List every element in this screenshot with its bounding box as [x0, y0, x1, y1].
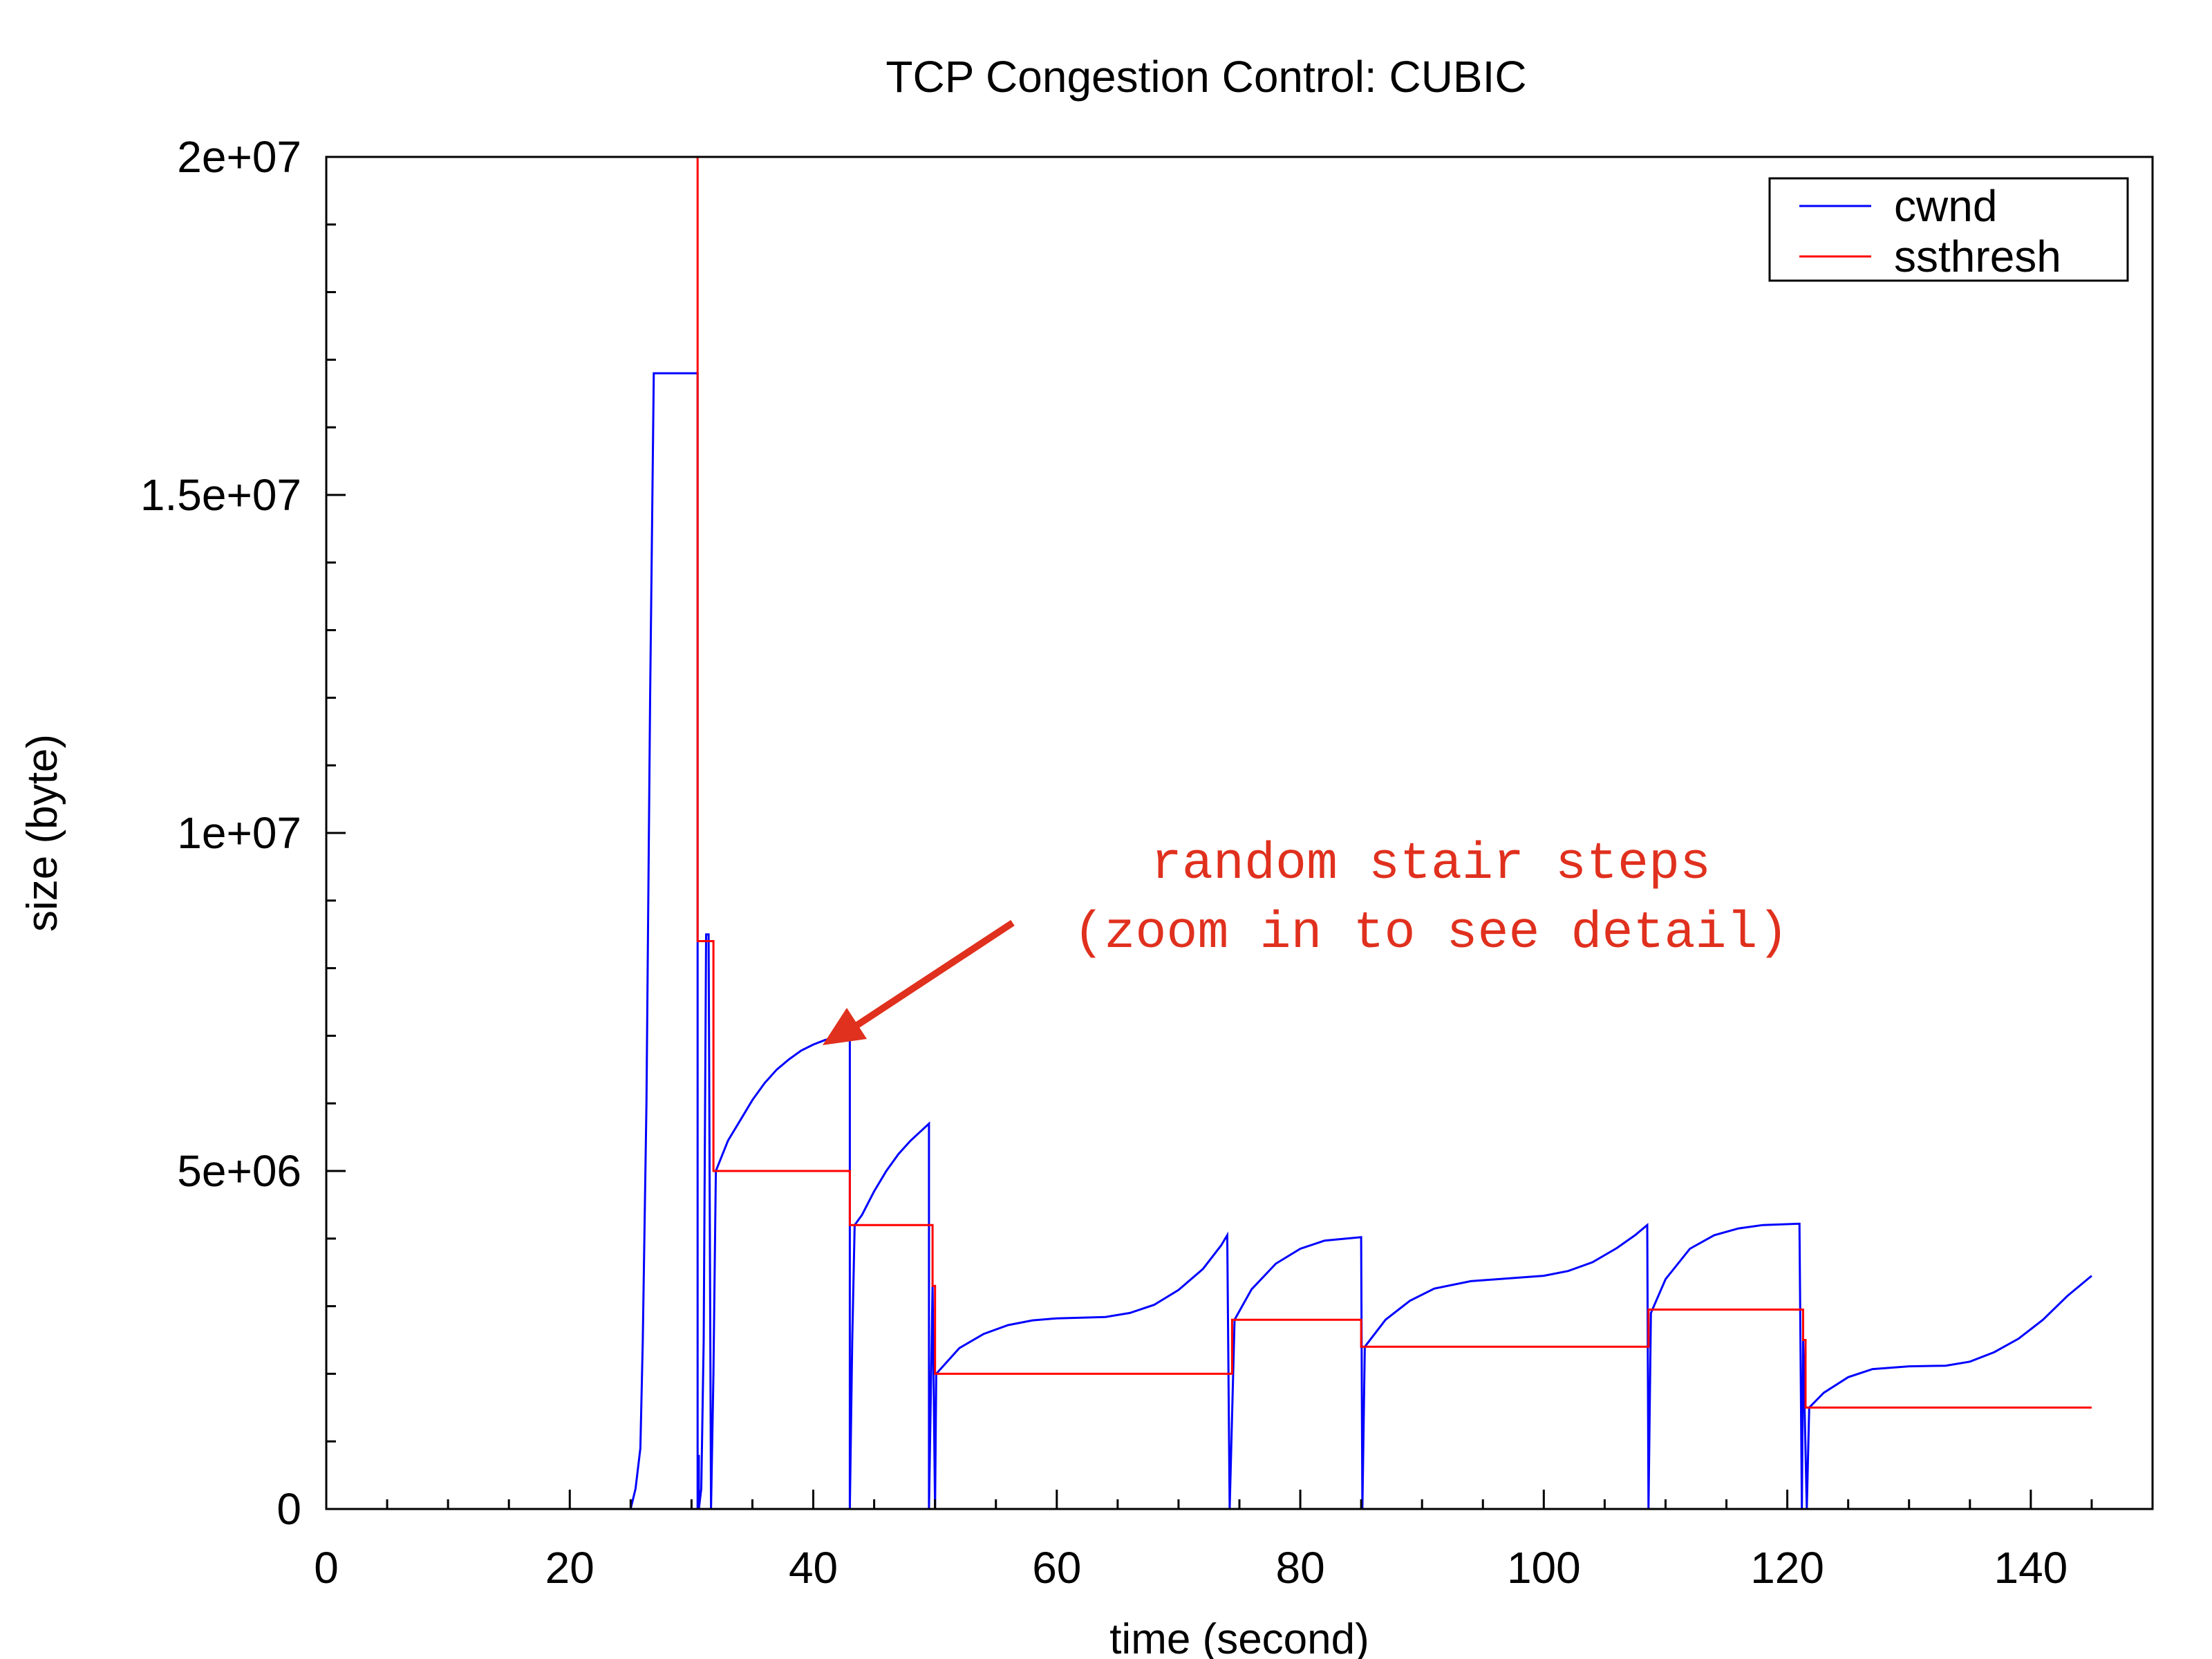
- plot-frame: [325, 156, 2154, 1510]
- y-tick-label: 1e+07: [177, 808, 301, 858]
- legend-label-ssthresh: ssthresh: [1894, 232, 2061, 281]
- series-line-cwnd: [326, 372, 2092, 1510]
- annotation-text-line-1: random stair steps: [1151, 835, 1711, 894]
- annotation-arrow-shaft: [855, 919, 1015, 1029]
- annotation-arrow-head: [823, 1008, 867, 1045]
- y-axis-label: size (byte): [19, 734, 66, 932]
- x-tick-label: 120: [1750, 1543, 1824, 1593]
- y-tick-label: 1.5e+07: [140, 470, 301, 520]
- legend: cwnd ssthresh: [1768, 177, 2129, 282]
- x-tick-label: 100: [1507, 1543, 1581, 1593]
- annotation-text-line-2: (zoom in to see detail): [1073, 904, 1788, 963]
- x-axis-label: time (second): [1109, 1615, 1369, 1659]
- x-tick-label: 40: [789, 1543, 838, 1593]
- series-layer: [326, 157, 2092, 1510]
- legend-label-cwnd: cwnd: [1894, 181, 1997, 231]
- x-tick-label: 80: [1275, 1543, 1324, 1593]
- y-tick-label: 5e+06: [177, 1146, 301, 1196]
- axis-ticks: [325, 156, 2154, 1510]
- series-line-ssthresh: [696, 157, 2092, 1409]
- x-tick-label: 0: [314, 1543, 339, 1593]
- annotation: random stair steps (zoom in to see detai…: [823, 835, 1789, 1045]
- tick-labels: 0 20 40 60 80 100 120 140 0 5e+06 1e+07 1.5e+07 2e+0…: [140, 132, 2068, 1593]
- legend-box: [1768, 177, 2129, 282]
- x-tick-label: 20: [545, 1543, 594, 1593]
- y-tick-label: 2e+07: [177, 132, 301, 182]
- y-tick-label: 0: [276, 1484, 301, 1534]
- x-tick-label: 60: [1032, 1543, 1081, 1593]
- chart-title: TCP Congestion Control: CUBIC: [885, 52, 1526, 102]
- x-tick-label: 140: [1994, 1543, 2068, 1593]
